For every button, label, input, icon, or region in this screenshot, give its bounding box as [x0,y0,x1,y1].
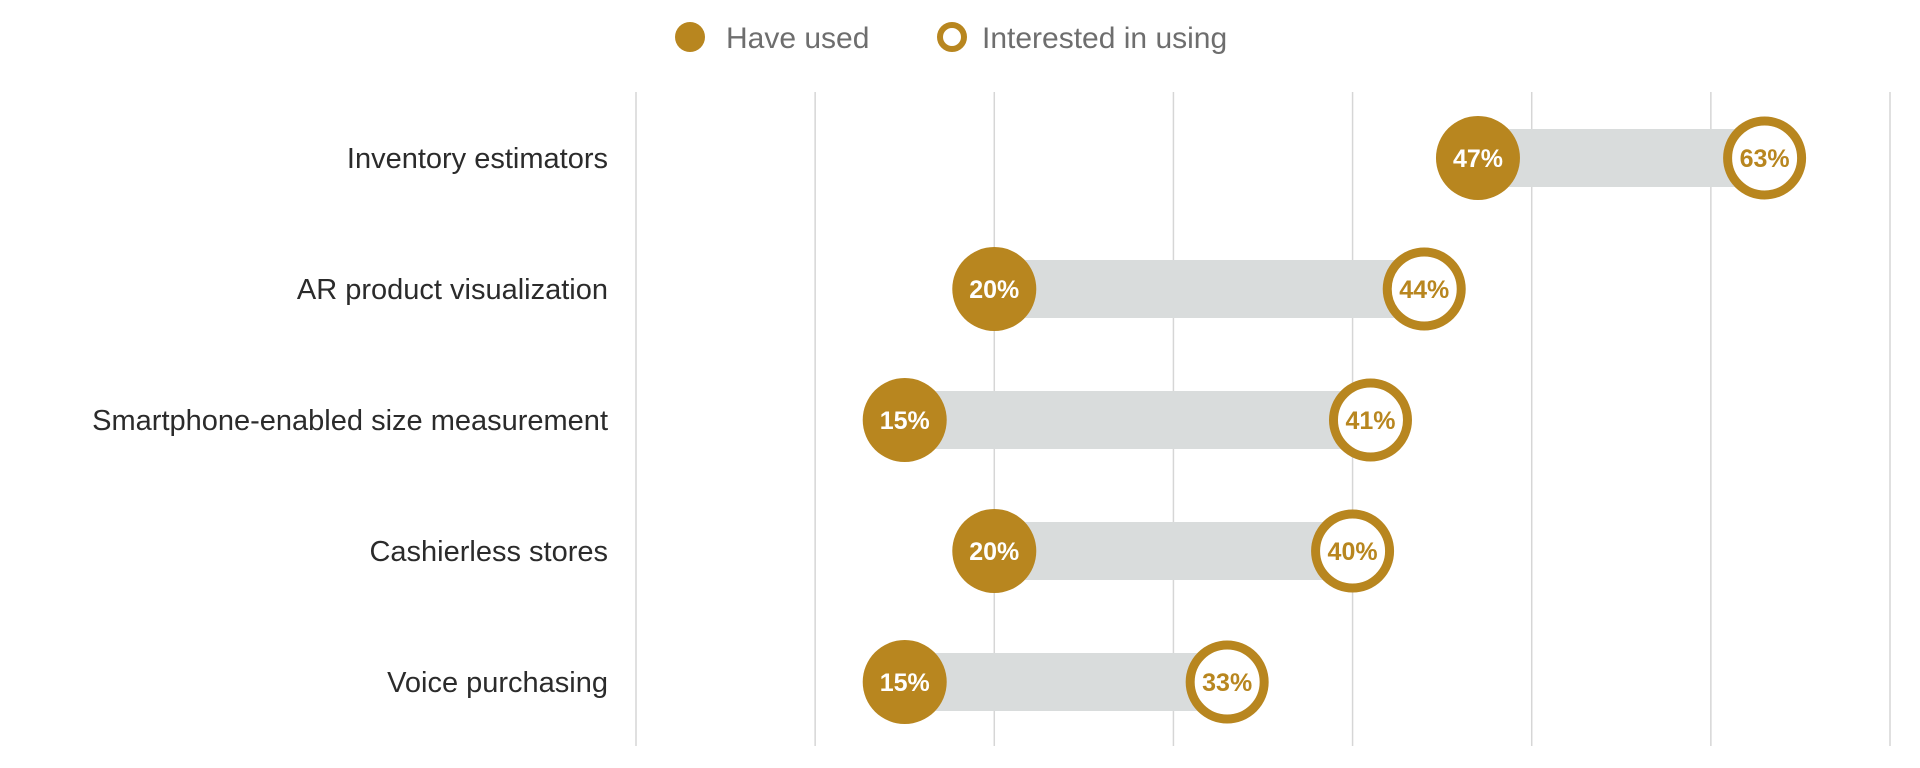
chart-row: Smartphone-enabled size measurement 15% 41… [92,378,1412,462]
legend: Have used Interested in using [675,22,1227,55]
interested-marker [1311,509,1395,593]
interested-value-label: 44% [1399,276,1449,304]
chart-row: Cashierless stores 20% 40% [369,509,1395,593]
category-label: AR product visualization [297,274,608,306]
interested-marker [1328,378,1412,462]
chart-rows: Inventory estimators 47% 63% AR product vis… [92,116,1807,724]
have-used-value-label: 47% [1453,145,1503,173]
have-used-marker [862,378,947,462]
have-used-value-label: 15% [880,669,930,697]
category-label: Voice purchasing [387,667,608,699]
range-connector-bar [904,653,1228,711]
have-used-marker [1435,116,1520,200]
range-connector-bar [994,522,1353,580]
interested-value-label: 40% [1328,538,1378,566]
have-used-marker [952,247,1037,331]
legend-interested-marker [937,22,967,52]
category-label: Cashierless stores [369,536,608,568]
have-used-value-label: 20% [969,538,1019,566]
legend-interested-label: Interested in using [982,22,1227,55]
interested-value-label: 41% [1345,407,1395,435]
interested-value-label: 63% [1740,145,1790,173]
range-connector-bar [994,260,1425,318]
have-used-value-label: 15% [880,407,930,435]
category-label: Inventory estimators [347,143,608,175]
chart-row: Inventory estimators 47% 63% [347,116,1807,200]
have-used-value-label: 20% [969,276,1019,304]
interested-marker [1723,116,1807,200]
chart-row: Voice purchasing 15% 33% [387,640,1269,724]
interested-value-label: 33% [1202,669,1252,697]
legend-have-used-label: Have used [726,22,869,55]
range-connector-bar [904,391,1371,449]
have-used-marker [862,640,947,724]
chart-row: AR product visualization 20% 44% [297,247,1466,331]
interested-marker [1185,640,1269,724]
interested-marker [1382,247,1466,331]
legend-have-used-marker [675,22,705,52]
range-connector-bar [1477,129,1765,187]
have-used-marker [952,509,1037,593]
category-label: Smartphone-enabled size measurement [92,405,608,437]
